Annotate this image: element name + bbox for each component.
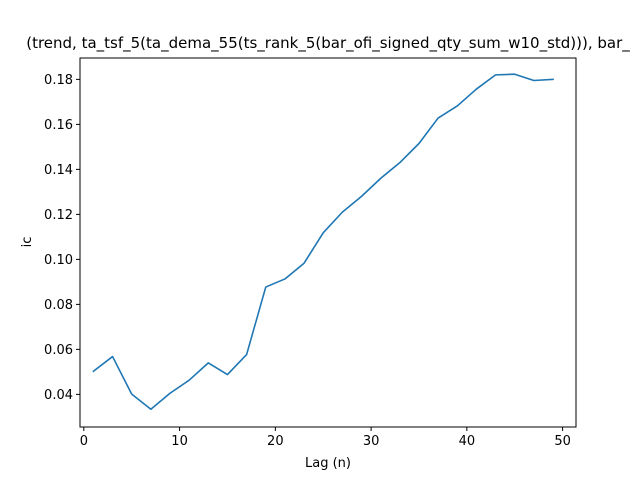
y-tick-label: 0.16 bbox=[44, 118, 73, 133]
y-tick-label: 0.12 bbox=[44, 208, 73, 223]
x-tick-label: 40 bbox=[459, 434, 476, 449]
x-axis: 0 10 20 30 40 50 bbox=[80, 427, 571, 449]
y-tick-label: 0.10 bbox=[44, 253, 73, 268]
x-tick-label: 0 bbox=[80, 434, 88, 449]
y-axis: 0.04 0.06 0.08 0.10 0.12 0.14 0.16 0.18 bbox=[44, 73, 80, 403]
x-tick-label: 20 bbox=[267, 434, 284, 449]
y-tick-label: 0.08 bbox=[44, 298, 73, 313]
y-tick-label: 0.06 bbox=[44, 343, 73, 358]
x-tick-label: 50 bbox=[554, 434, 571, 449]
x-tick-label: 10 bbox=[171, 434, 188, 449]
y-tick-label: 0.18 bbox=[44, 73, 73, 88]
plot-area bbox=[79, 57, 577, 428]
y-tick-label: 0.04 bbox=[44, 388, 73, 403]
x-axis-label: Lag (n) bbox=[305, 456, 351, 471]
chart-title: (trend, ta_tsf_5(ta_dema_55(ts_rank_5(ba… bbox=[26, 34, 630, 53]
x-tick-label: 30 bbox=[363, 434, 380, 449]
plot-frame bbox=[79, 57, 577, 428]
series-line bbox=[92, 73, 554, 411]
y-axis-label: ic bbox=[20, 237, 35, 248]
y-tick-label: 0.14 bbox=[44, 163, 73, 178]
